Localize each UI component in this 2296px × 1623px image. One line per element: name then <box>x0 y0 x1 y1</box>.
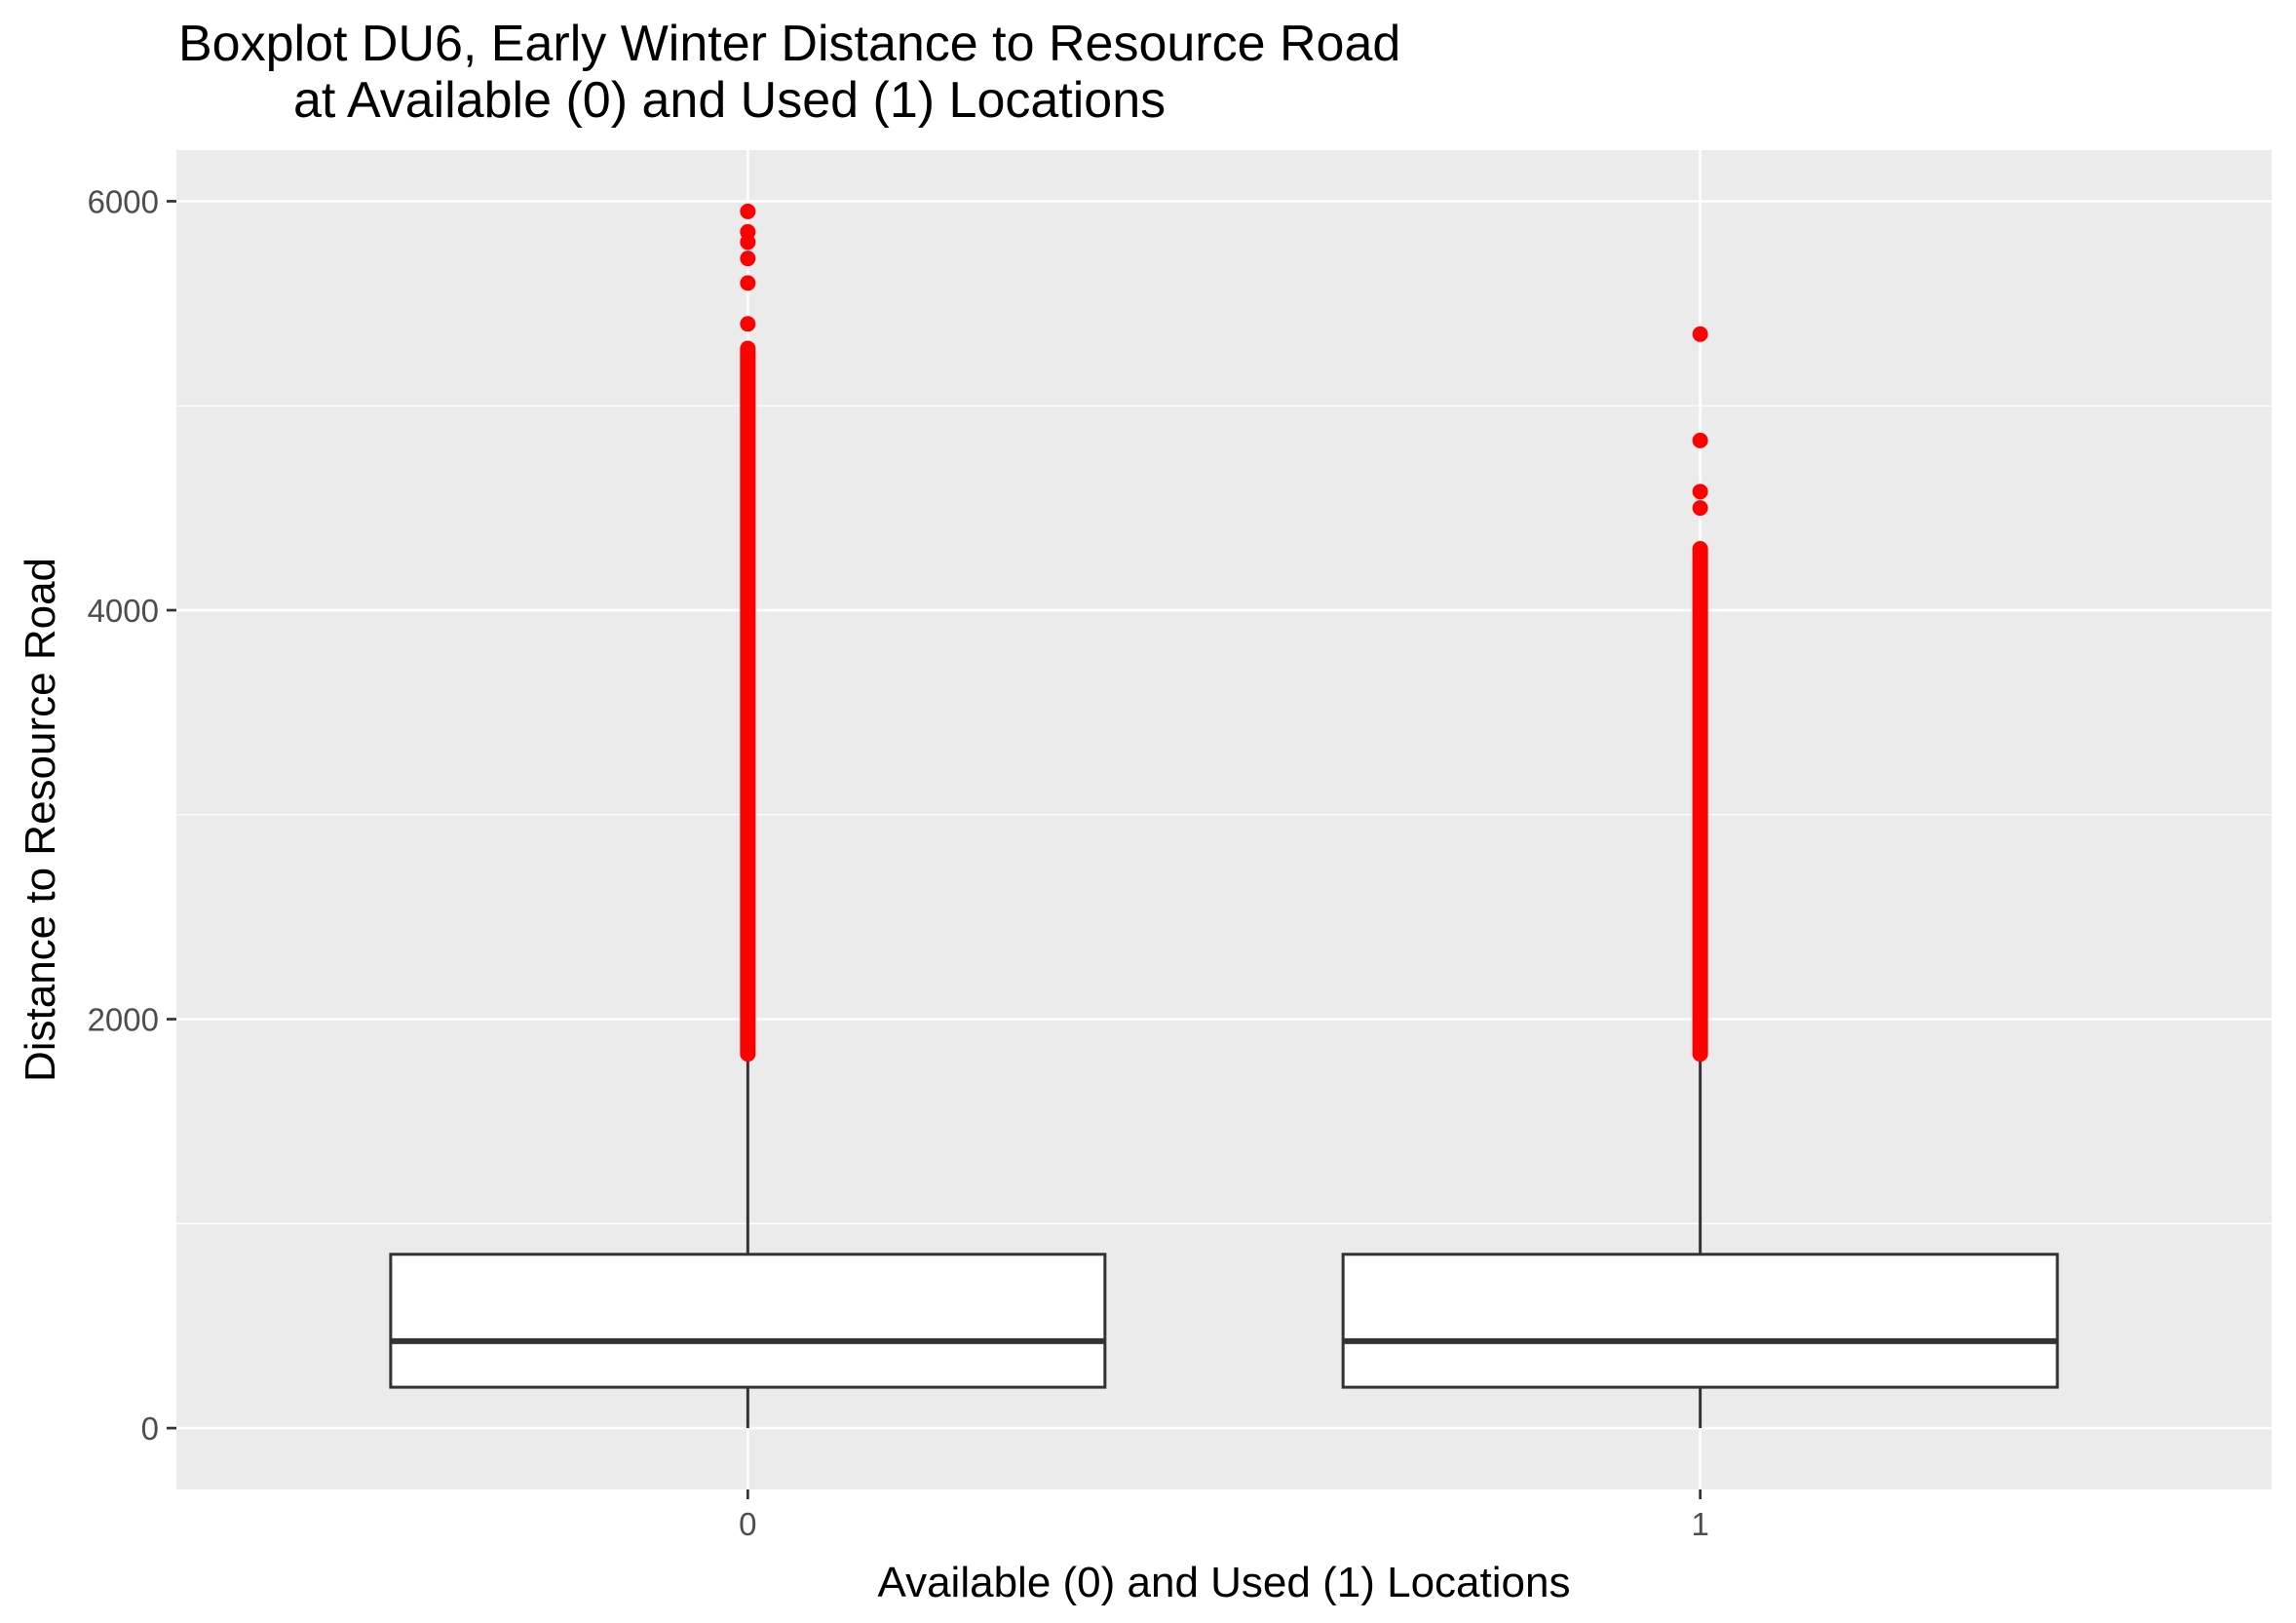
y-tick-label: 4000 <box>88 593 159 629</box>
outlier-point <box>1692 326 1708 342</box>
y-tick-label: 2000 <box>88 1002 159 1038</box>
box-iqr <box>389 1253 1107 1389</box>
outlier-point <box>740 203 756 219</box>
x-axis-title: Available (0) and Used (1) Locations <box>878 1559 1571 1606</box>
outlier-point <box>740 275 756 291</box>
chart-title-line-2: at Available (0) and Used (1) Locations <box>293 72 1166 129</box>
y-axis-title: Distance to Resource Road <box>17 558 64 1082</box>
y-tick-label: 6000 <box>88 183 159 219</box>
box-iqr <box>1341 1253 2059 1389</box>
outlier-point <box>1692 483 1708 500</box>
chart-title-line-1: Boxplot DU6, Early Winter Distance to Re… <box>178 16 1400 72</box>
outlier-point <box>740 251 756 267</box>
y-tick-label: 0 <box>141 1410 159 1447</box>
boxes <box>389 1054 2059 1429</box>
x-tick-label: 1 <box>1691 1506 1708 1542</box>
x-tick-label: 0 <box>739 1506 756 1542</box>
outlier-point <box>1692 432 1708 448</box>
outlier-point <box>740 223 756 240</box>
outlier-point <box>1692 500 1708 517</box>
axes: 0 2000 4000 6000 0 1 <box>88 183 1709 1542</box>
outlier-point <box>740 316 756 332</box>
outlier-points <box>740 203 1708 1063</box>
